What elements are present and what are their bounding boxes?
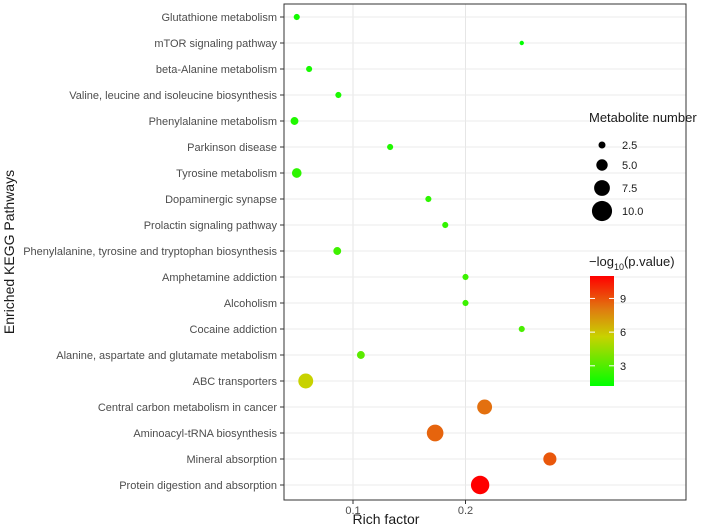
y-category-label: Protein digestion and absorption bbox=[119, 480, 277, 492]
data-point bbox=[335, 91, 342, 99]
y-category-label: Glutathione metabolism bbox=[161, 12, 277, 24]
x-axis-title: Rich factor bbox=[353, 511, 420, 527]
y-category-label: ABC transporters bbox=[193, 376, 278, 388]
data-point bbox=[425, 195, 432, 203]
y-category-label: Cocaine addiction bbox=[190, 324, 277, 336]
color-legend-title: −log10(p.value) bbox=[589, 254, 675, 272]
y-category-label: mTOR signaling pathway bbox=[154, 38, 277, 50]
grid-lines bbox=[284, 4, 686, 500]
color-legend-gradient-bar bbox=[590, 276, 614, 386]
y-category-label: Valine, leucine and isoleucine biosynthe… bbox=[69, 90, 277, 102]
x-tick-label: 0.1 bbox=[345, 505, 360, 517]
data-point bbox=[442, 221, 449, 229]
data-point bbox=[306, 65, 313, 73]
color-legend: −log10(p.value) 3 6 9 bbox=[589, 254, 675, 386]
y-axis-title: Enriched KEGG Pathways bbox=[1, 170, 17, 334]
size-legend-label: 5.0 bbox=[622, 160, 637, 172]
data-point bbox=[462, 299, 469, 307]
y-category-label: Tyrosine metabolism bbox=[176, 168, 277, 180]
size-legend-label: 2.5 bbox=[622, 140, 637, 152]
data-point bbox=[470, 475, 490, 495]
size-legend-key bbox=[596, 159, 608, 171]
color-legend-title-suffix: (p.value) bbox=[624, 254, 675, 269]
size-legend-title: Metabolite number bbox=[589, 110, 697, 125]
color-legend-label: 3 bbox=[620, 361, 626, 373]
data-point bbox=[387, 143, 394, 151]
data-point bbox=[356, 351, 365, 359]
y-axis-category-labels: Glutathione metabolism mTOR signaling pat… bbox=[23, 12, 284, 492]
data-point bbox=[298, 373, 314, 389]
y-category-label: beta-Alanine metabolism bbox=[156, 64, 277, 76]
data-point bbox=[290, 117, 299, 125]
size-legend-label: 10.0 bbox=[622, 206, 643, 218]
data-point bbox=[519, 40, 524, 46]
data-point bbox=[543, 452, 557, 466]
color-legend-title-sub: 10 bbox=[614, 262, 624, 272]
color-legend-label: 6 bbox=[620, 327, 626, 339]
data-point bbox=[477, 399, 493, 415]
x-tick-label: 0.2 bbox=[458, 505, 473, 517]
data-point bbox=[426, 424, 444, 442]
y-category-label: Parkinson disease bbox=[187, 142, 277, 154]
y-category-label: Amphetamine addiction bbox=[162, 272, 277, 284]
y-category-label: Prolactin signaling pathway bbox=[144, 220, 278, 232]
data-point bbox=[333, 247, 342, 255]
y-category-label: Mineral absorption bbox=[187, 454, 278, 466]
y-category-label: Phenylalanine, tyrosine and tryptophan b… bbox=[23, 246, 277, 258]
size-legend-key bbox=[598, 141, 606, 149]
size-legend: Metabolite number 2.5 5.0 7.5 10.0 bbox=[589, 110, 697, 222]
plot-panel-border bbox=[283, 3, 687, 501]
y-category-label: Phenylalanine metabolism bbox=[149, 116, 277, 128]
data-point bbox=[291, 168, 302, 178]
y-category-label: Aminoacyl-tRNA biosynthesis bbox=[133, 428, 277, 440]
size-legend-key bbox=[591, 200, 613, 222]
size-legend-key bbox=[594, 180, 610, 196]
color-legend-title-prefix: −log bbox=[589, 254, 614, 269]
size-legend-label: 7.5 bbox=[622, 183, 637, 195]
color-legend-label: 9 bbox=[620, 293, 626, 305]
data-point bbox=[293, 13, 300, 21]
data-points bbox=[290, 13, 557, 495]
y-category-label: Central carbon metabolism in cancer bbox=[98, 402, 277, 414]
y-category-label: Alcoholism bbox=[224, 298, 277, 310]
data-point bbox=[462, 273, 469, 281]
y-category-label: Dopaminergic synapse bbox=[165, 194, 277, 206]
x-axis-ticks: 0.1 0.2 bbox=[345, 500, 473, 517]
y-category-label: Alanine, aspartate and glutamate metabol… bbox=[56, 350, 277, 362]
data-point bbox=[518, 325, 525, 333]
